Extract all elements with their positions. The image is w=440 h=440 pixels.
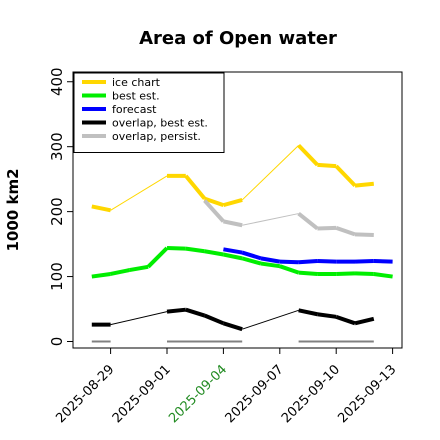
series-1-segment-5 [185,246,205,254]
series-4-segment-6 [354,232,374,238]
series-1-segment-11 [298,270,318,276]
series-1-segment-6 [204,249,224,257]
series-3-segment-1 [110,311,168,326]
series-3 [91,307,375,332]
series-3-segment-3 [185,307,206,318]
series-3-segment-8 [317,312,337,319]
y-axis-label: 1000 km2 [4,168,22,251]
series-4-segment-1 [222,219,243,228]
series-2-segment-2 [260,256,281,264]
series-1-segment-15 [373,271,393,279]
series-2-segment-7 [354,258,374,264]
y-tick-label-2: 200 [48,197,66,226]
chart-title: Area of Open water [139,28,337,49]
series-2-segment-5 [317,258,337,264]
series-1-segment-1 [110,268,130,276]
series-3-segment-2 [166,307,187,314]
series-1-segment-10 [279,264,300,275]
series-0 [91,143,375,213]
series-2-segment-0 [223,247,243,255]
series-2-segment-4 [298,258,318,265]
y-tick-label-4: 400 [48,67,66,96]
series-1-segment-13 [336,271,356,276]
plot-frame [72,71,403,349]
series-1-segment-0 [91,271,111,279]
series-3-segment-6 [242,309,299,330]
series-0-segment-8 [317,162,337,169]
series-4 [203,199,374,238]
series-1-segment-14 [354,271,374,276]
legend-label-2: forecast [112,103,157,116]
series-0-segment-6 [241,145,299,201]
series-2 [223,247,393,265]
x-tick-label-4: 2025-09-10 [279,362,343,426]
series-1-segment-4 [166,245,186,251]
series-3-segment-7 [298,308,318,317]
legend-box [73,72,225,153]
series-0-segment-9 [334,164,357,188]
series-4-segment-2 [242,213,299,226]
x-tick-label-0: 2025-08-29 [53,362,117,426]
series-1-segment-7 [222,252,243,261]
series-4-segment-4 [317,225,337,231]
series-3-segment-10 [354,316,375,326]
series-0-segment-7 [297,143,319,167]
x-tick-label-5: 2025-09-13 [335,362,399,426]
plot-area [91,143,393,343]
series-2-segment-8 [373,258,393,264]
y-tick-label-1: 100 [48,262,66,291]
series-0-segment-4 [203,196,225,208]
series-1 [91,245,393,279]
legend-label-0: ice chart [112,76,161,89]
series-4-segment-5 [335,225,356,237]
series-3-segment-5 [222,321,243,332]
x-tick-label-2: 2025-09-04 [166,362,230,426]
legend-label-3: overlap, best est. [112,117,208,130]
series-0-segment-10 [354,181,375,188]
x-tick-label-1: 2025-09-01 [110,362,174,426]
y-tick-label-0: 0 [48,337,66,347]
series-3-segment-4 [203,313,225,326]
series-2-segment-1 [241,250,262,261]
legend-label-4: overlap, persist. [112,130,201,143]
y-tick-label-3: 300 [48,132,66,161]
series-2-segment-3 [279,259,299,265]
series-3-segment-9 [335,314,356,326]
series-4-segment-3 [297,212,319,231]
series-1-segment-9 [260,261,281,269]
x-tick-label-3: 2025-09-07 [223,362,287,426]
series-4-segment-0 [203,199,225,223]
series-0-segment-1 [110,175,168,211]
legend-label-1: best est. [112,90,160,103]
series-1-segment-2 [129,264,149,273]
series-0-segment-3 [184,174,207,200]
series-0-segment-5 [222,198,243,208]
series-0-segment-0 [91,204,112,213]
series-1-segment-3 [146,246,169,269]
series-1-segment-8 [241,256,262,266]
